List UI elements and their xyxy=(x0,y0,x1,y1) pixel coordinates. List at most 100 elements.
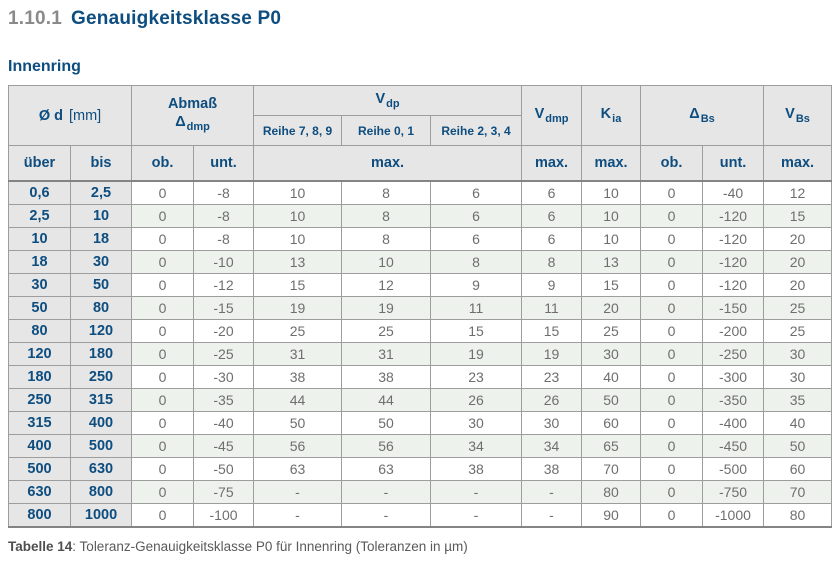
subheader-ob: ob. xyxy=(131,145,195,182)
tolerance-value-cell: 10 xyxy=(581,227,642,251)
tolerance-value-cell: 8 xyxy=(430,250,523,274)
tolerance-value-cell: -300 xyxy=(702,365,765,389)
tolerance-value-cell: 9 xyxy=(430,273,523,297)
col-header-dbs: ΔBs xyxy=(640,85,765,146)
col-header-reihe-234: Reihe 2, 3, 4 xyxy=(430,115,523,146)
table-row: 250 315 0 -35 44 44 26 26 50 0 -350 35 xyxy=(8,388,833,412)
tolerance-value-cell: -30 xyxy=(193,365,255,389)
tolerance-value-cell: 0 xyxy=(640,411,704,435)
tolerance-value-cell: 0 xyxy=(131,342,195,366)
tolerance-value-cell: 0 xyxy=(640,296,704,320)
tolerance-value-cell: 13 xyxy=(581,250,642,274)
tolerance-value-cell: 44 xyxy=(253,388,343,412)
tolerance-value-cell: 0 xyxy=(131,319,195,343)
tolerance-value-cell: - xyxy=(253,480,343,504)
tolerance-value-cell: 10 xyxy=(581,180,642,205)
tolerance-value-cell: -8 xyxy=(193,227,255,251)
table-row: 630 800 0 -75- - - -80 0 -750 70 xyxy=(8,480,833,504)
diameter-range-cell: 400 xyxy=(69,411,133,435)
tolerance-value-cell: -120 xyxy=(702,273,765,297)
tolerance-value-cell: 23 xyxy=(430,365,523,389)
diameter-range-cell: 630 xyxy=(69,457,133,481)
tolerance-value-cell: 0 xyxy=(131,503,195,528)
diameter-range-cell: 315 xyxy=(69,388,133,412)
tolerance-value-cell: 30 xyxy=(521,411,583,435)
tolerance-value-cell: 9 xyxy=(521,273,583,297)
tolerance-value-cell: - xyxy=(341,480,432,504)
diameter-range-cell: 2,5 xyxy=(69,180,133,205)
tolerance-value-cell: 0 xyxy=(131,204,195,228)
tolerance-value-cell: 0 xyxy=(131,227,195,251)
diameter-range-cell: 120 xyxy=(8,342,71,366)
tolerance-value-cell: 0 xyxy=(131,434,195,458)
tolerance-value-cell: 38 xyxy=(521,457,583,481)
tolerance-value-cell: 10 xyxy=(581,204,642,228)
tolerance-value-cell: 0 xyxy=(131,273,195,297)
subheader-ueber: über xyxy=(8,145,71,182)
tolerance-value-cell: 0 xyxy=(640,319,704,343)
tolerance-value-cell: 31 xyxy=(341,342,432,366)
tolerance-value-cell: 56 xyxy=(253,434,343,458)
diameter-range-cell: 0,6 xyxy=(8,180,71,205)
tolerance-value-cell: -10 xyxy=(193,250,255,274)
table-row: 10 18 0 -8 10 8 6 6 10 0 -120 20 xyxy=(8,227,833,251)
header-subhead-row: über bis ob. unt. max. max. max. ob. unt… xyxy=(8,145,833,182)
tolerance-value-cell: -40 xyxy=(702,180,765,205)
tolerance-value-cell: 15 xyxy=(253,273,343,297)
diameter-range-cell: 400 xyxy=(8,434,71,458)
tolerance-value-cell: 19 xyxy=(253,296,343,320)
table-body: 0,6 2,5 0 -8 10 8 6 6 10 0 -40 12 2,5 10 0 -8 10 8 6 6 10 0 -1… xyxy=(8,180,833,528)
diameter-range-cell: 800 xyxy=(69,480,133,504)
col-header-vbs: VBs xyxy=(763,85,833,146)
tolerance-value-cell: 40 xyxy=(581,365,642,389)
page-title-number: 1.10.1 xyxy=(8,8,63,29)
diameter-range-cell: 30 xyxy=(8,273,71,297)
tolerance-value-cell: - xyxy=(253,503,343,528)
tolerance-value-cell: 8 xyxy=(341,180,432,205)
tolerance-value-cell: 0 xyxy=(640,365,704,389)
diameter-range-cell: 500 xyxy=(69,434,133,458)
abmass-label: Abmaß xyxy=(167,96,218,112)
abmass-symbol: Δdmp xyxy=(175,114,210,133)
tolerance-value-cell: -100 xyxy=(193,503,255,528)
col-header-reihe-789: Reihe 7, 8, 9 xyxy=(253,115,343,146)
subheader-dbs-unt: unt. xyxy=(702,145,765,182)
tolerance-value-cell: -1000 xyxy=(702,503,765,528)
tolerance-value-cell: -8 xyxy=(193,204,255,228)
tolerance-value-cell: -20 xyxy=(193,319,255,343)
tolerance-value-cell: 0 xyxy=(640,250,704,274)
diameter-range-cell: 250 xyxy=(69,365,133,389)
tolerance-value-cell: 31 xyxy=(253,342,343,366)
tolerance-value-cell: - xyxy=(521,503,583,528)
col-header-kia: Kia xyxy=(581,85,642,146)
tolerance-value-cell: -50 xyxy=(193,457,255,481)
tolerance-value-cell: 25 xyxy=(253,319,343,343)
tolerance-value-cell: 0 xyxy=(640,180,704,205)
tolerance-value-cell: 0 xyxy=(131,365,195,389)
tolerance-value-cell: 0 xyxy=(131,457,195,481)
tolerance-value-cell: 63 xyxy=(253,457,343,481)
subheader-vdp-max: max. xyxy=(253,145,523,182)
table-row: 30 50 0 -12 15 12 9 9 15 0 -120 20 xyxy=(8,273,833,297)
tolerance-value-cell: 0 xyxy=(640,503,704,528)
subheader-dbs-ob: ob. xyxy=(640,145,704,182)
diameter-range-cell: 50 xyxy=(8,296,71,320)
tolerance-value-cell: 56 xyxy=(341,434,432,458)
tolerance-value-cell: 12 xyxy=(763,180,833,205)
tolerance-value-cell: 15 xyxy=(521,319,583,343)
tolerance-value-cell: 25 xyxy=(763,296,833,320)
diameter-range-cell: 18 xyxy=(8,250,71,274)
tolerance-value-cell: - xyxy=(430,503,523,528)
tolerance-value-cell: 8 xyxy=(341,204,432,228)
tolerance-value-cell: -150 xyxy=(702,296,765,320)
tolerance-value-cell: 30 xyxy=(430,411,523,435)
table-row: 500 630 0 -50 63 63 38 38 70 0 -500 60 xyxy=(8,457,833,481)
tolerance-value-cell: 10 xyxy=(253,180,343,205)
diameter-unit: [mm] xyxy=(68,107,102,124)
table-row: 2,5 10 0 -8 10 8 6 6 10 0 -120 15 xyxy=(8,204,833,228)
table-row: 800 1000 0 -100- - - -90 0 -1000 80 xyxy=(8,503,833,528)
col-header-diameter: Ø d [mm] xyxy=(7,85,133,146)
tolerance-value-cell: 30 xyxy=(763,342,833,366)
table-row: 400 500 0 -45 56 56 34 34 65 0 -450 50 xyxy=(8,434,833,458)
tolerance-value-cell: 0 xyxy=(131,480,195,504)
